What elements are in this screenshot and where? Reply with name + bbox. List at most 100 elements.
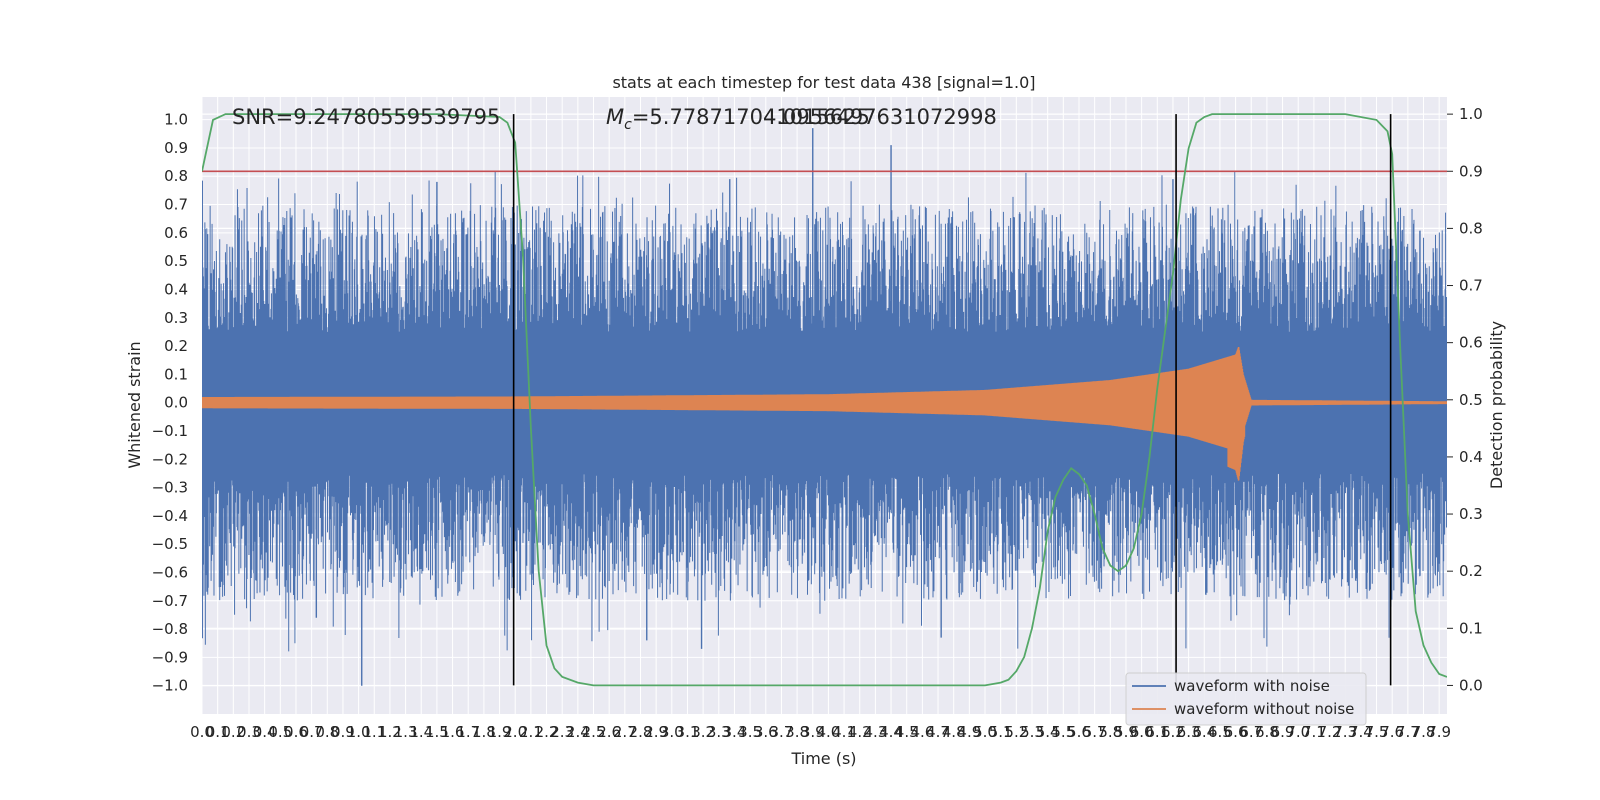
x-tick-label: 7.1 [1302, 723, 1326, 741]
x-tick-label: 6.8 [1255, 723, 1279, 741]
x-tick-label: 1.0 [347, 723, 371, 741]
y-left-tick-label: −0.3 [152, 479, 188, 497]
x-tick-label: 2.3 [550, 723, 574, 741]
y-left-tick-label: −0.7 [152, 592, 188, 610]
y-left-tick-label: 0.2 [164, 337, 188, 355]
x-tick-label: 1.5 [425, 723, 449, 741]
y-left-tick-label: −0.8 [152, 620, 188, 638]
y-left-tick-label: −0.9 [152, 648, 188, 666]
x-tick-label: 3.5 [738, 723, 762, 741]
y-left-tick-labels: 1.0 0.9 0.8 0.7 0.6 0.5 0.4 0.3 0.2 0.1 0.0 −0.1 −0.… [152, 111, 188, 695]
probability-trace [202, 113, 1447, 687]
x-tick-label: 4.4 [879, 723, 903, 741]
x-tick-label: 7.6 [1380, 723, 1404, 741]
y-left-tick-label: −0.2 [152, 450, 188, 468]
x-tick-label: 3.0 [660, 723, 684, 741]
x-tick-label: 6.5 [1208, 723, 1232, 741]
x-tick-label: 6.0 [1130, 723, 1154, 741]
x-tick-label: 5.7 [1083, 723, 1107, 741]
y-left-tick-label: −0.4 [152, 507, 188, 525]
x-tick-label: 4.3 [863, 723, 887, 741]
x-tick-label: 1.1 [362, 723, 386, 741]
x-tick-label: 2.9 [644, 723, 668, 741]
x-tick-label: 2.1 [519, 723, 543, 741]
x-tick-label: 2.5 [582, 723, 606, 741]
x-tick-label: 3.7 [770, 723, 794, 741]
x-tick-label: 2.8 [629, 723, 653, 741]
x-tick-label: 6.7 [1239, 723, 1263, 741]
x-tick-label: 6.1 [1145, 723, 1169, 741]
x-tick-label: 3.6 [754, 723, 778, 741]
x-tick-label: 5.3 [1020, 723, 1044, 741]
x-tick-label: 3.9 [801, 723, 825, 741]
x-axis-label: Time (s) [790, 749, 856, 768]
x-tick-label: 0.9 [331, 723, 355, 741]
x-tick-label: 0.7 [300, 723, 324, 741]
x-tick-label: 3.2 [691, 723, 715, 741]
x-tick-label: 7.0 [1286, 723, 1310, 741]
x-tick-label: 0.3 [237, 723, 261, 741]
x-tick-label: 4.7 [926, 723, 950, 741]
x-tick-label: 2.6 [597, 723, 621, 741]
x-tick-label: 0.0 [190, 723, 214, 741]
x-tick-label: 4.1 [832, 723, 856, 741]
y-right-tick-label: 0.4 [1459, 448, 1483, 466]
x-tick-label: 4.0 [816, 723, 840, 741]
x-tick-label: 1.8 [472, 723, 496, 741]
x-tick-label: 1.9 [488, 723, 512, 741]
x-tick-label: 7.5 [1365, 723, 1389, 741]
x-tick-label: 4.5 [895, 723, 919, 741]
x-tick-label: 7.9 [1427, 723, 1451, 741]
x-tick-label: 5.4 [1036, 723, 1060, 741]
y-left-tick-label: 0.6 [164, 224, 188, 242]
x-tick-label: 0.4 [253, 723, 277, 741]
y-left-tick-label: 0.7 [164, 196, 188, 214]
y-axis-label-left: Whitened strain [125, 341, 144, 468]
x-tick-label: 0.2 [221, 723, 245, 741]
clean-trace [202, 347, 1447, 481]
legend: waveform with noise waveform without noi… [1125, 672, 1367, 726]
x-tick-label: 7.4 [1349, 723, 1373, 741]
x-tick-label: 2.0 [503, 723, 527, 741]
x-tick-label: 2.4 [566, 723, 590, 741]
y-right-tick-label: 1.0 [1459, 105, 1483, 123]
y-right-tick-label: 0.2 [1459, 562, 1483, 580]
x-tick-label: 6.6 [1224, 723, 1248, 741]
y-right-tick-label: 0.5 [1459, 391, 1483, 409]
x-tick-label: 3.8 [785, 723, 809, 741]
y-right-tick-label: 0.9 [1459, 162, 1483, 180]
x-tick-label: 1.7 [456, 723, 480, 741]
x-tick-label: 4.6 [910, 723, 934, 741]
x-tick-label: 1.6 [441, 723, 465, 741]
x-tick-label: 4.9 [957, 723, 981, 741]
x-tick-label: 2.7 [613, 723, 637, 741]
y-left-tick-label: −1.0 [152, 677, 188, 695]
x-tick-label: 0.8 [315, 723, 339, 741]
y-right-tick-label: 0.3 [1459, 505, 1483, 523]
y-left-tick-label: 0.0 [164, 394, 188, 412]
x-tick-label: 7.3 [1333, 723, 1357, 741]
x-tick-label: 7.2 [1318, 723, 1342, 741]
x-tick-label: 5.2 [1004, 723, 1028, 741]
x-tick-labels: 0.00.10.20.30.40.50.60.70.80.91.01.11.21… [190, 723, 1451, 741]
y-left-tick-label: −0.1 [152, 422, 188, 440]
y-right-tick-label: 0.6 [1459, 334, 1483, 352]
x-tick-label: 5.8 [1098, 723, 1122, 741]
y-left-tick-label: 0.8 [164, 167, 188, 185]
series-detection-probability [202, 113, 1447, 687]
x-tick-label: 7.7 [1396, 723, 1420, 741]
series-waveform-without-noise [202, 347, 1447, 481]
x-tick-label: 3.4 [723, 723, 747, 741]
y-right-tick-label: 0.8 [1459, 219, 1483, 237]
y-left-tick-label: 1.0 [164, 111, 188, 129]
x-tick-label: 6.2 [1161, 723, 1185, 741]
x-tick-label: 1.4 [409, 723, 433, 741]
legend-label-clean: waveform without noise [1174, 700, 1354, 718]
legend-label-noise: waveform with noise [1174, 677, 1330, 695]
x-tick-label: 0.5 [268, 723, 292, 741]
x-tick-label: 5.9 [1114, 723, 1138, 741]
y-left-tick-label: −0.5 [152, 535, 188, 553]
y-right-tick-label: 0.0 [1459, 676, 1483, 694]
x-tick-label: 3.1 [676, 723, 700, 741]
y-left-tick-label: 0.4 [164, 280, 188, 298]
